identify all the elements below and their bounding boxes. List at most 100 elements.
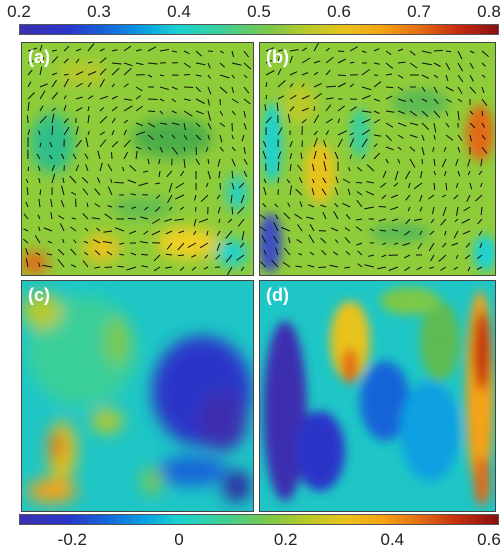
velocity-vector [260, 214, 267, 220]
velocity-vector [226, 266, 233, 275]
velocity-vector [361, 118, 371, 124]
velocity-vector [147, 134, 155, 140]
velocity-vector [99, 116, 108, 124]
velocity-vector [121, 166, 125, 172]
velocity-vector [183, 134, 188, 140]
panel-b-field [260, 43, 495, 275]
velocity-vector [325, 47, 330, 52]
velocity-vector [307, 264, 315, 268]
velocity-vector [58, 215, 65, 220]
velocity-vector [129, 165, 137, 172]
velocity-vector [433, 170, 436, 176]
velocity-vector [219, 86, 228, 94]
velocity-vector [94, 266, 101, 269]
velocity-vector [171, 122, 180, 126]
velocity-vector [313, 137, 318, 148]
velocity-vector [289, 49, 299, 52]
velocity-vector [404, 170, 411, 180]
velocity-vector [385, 146, 394, 151]
velocity-vector [151, 230, 161, 236]
velocity-vector [102, 241, 113, 244]
velocity-vector [430, 254, 435, 262]
velocity-vector [409, 110, 418, 117]
velocity-vector [380, 182, 387, 188]
velocity-vector [191, 254, 197, 258]
velocity-vector [421, 158, 423, 165]
velocity-vector [200, 194, 209, 203]
velocity-vector [475, 194, 483, 202]
velocity-vector [349, 154, 352, 160]
velocity-vector [158, 158, 161, 165]
velocity-vector [457, 146, 461, 153]
panel-a: (a) [21, 42, 254, 276]
velocity-vector [63, 118, 69, 124]
velocity-vector [219, 74, 230, 79]
velocity-vector [38, 177, 41, 184]
velocity-vector [453, 194, 459, 200]
velocity-vector [99, 78, 105, 88]
velocity-vector [379, 229, 387, 232]
velocity-vector [243, 74, 248, 79]
velocity-vector [194, 194, 197, 201]
velocity-vector [94, 250, 101, 256]
velocity-vector [22, 238, 29, 244]
velocity-vector [82, 188, 89, 196]
velocity-vector [87, 82, 92, 88]
velocity-vector [183, 110, 193, 117]
velocity-vector [298, 176, 303, 184]
bottom-colorbar [19, 514, 499, 525]
velocity-vector [301, 72, 309, 76]
velocity-vector [433, 49, 443, 52]
velocity-vector [218, 170, 221, 179]
panel-d-field [260, 281, 495, 511]
velocity-vector [147, 146, 152, 151]
panel-a-field [22, 43, 253, 275]
velocity-vector [159, 86, 169, 90]
velocity-vector [289, 106, 295, 112]
velocity-vector [63, 78, 70, 88]
velocity-vector [187, 242, 197, 249]
velocity-vector [451, 242, 459, 246]
velocity-vector [404, 266, 411, 272]
panel-c: (c) [21, 280, 254, 512]
velocity-vector [477, 254, 483, 259]
velocity-vector [313, 130, 318, 136]
velocity-vector [238, 182, 245, 189]
velocity-vector [277, 68, 282, 76]
velocity-vector [27, 115, 29, 124]
velocity-vector [159, 110, 164, 115]
velocity-vector [409, 122, 419, 126]
velocity-vector [135, 95, 141, 100]
velocity-vector [444, 230, 447, 236]
velocity-vector [153, 254, 161, 262]
velocity-vector [147, 110, 156, 113]
velocity-vector [368, 254, 375, 257]
velocity-vector [63, 45, 70, 52]
velocity-vector [334, 239, 339, 244]
velocity-vector [440, 218, 447, 226]
velocity-vector [385, 158, 389, 164]
velocity-vector [231, 110, 236, 116]
velocity-vector [405, 194, 411, 201]
velocity-vector [96, 177, 101, 184]
velocity-vector [276, 102, 279, 112]
velocity-vector [355, 226, 363, 232]
velocity-vector [301, 47, 308, 52]
velocity-vector [171, 110, 177, 114]
velocity-vector [373, 110, 380, 114]
velocity-vector [308, 234, 315, 244]
velocity-vector [397, 48, 404, 52]
velocity-vector [27, 60, 34, 64]
velocity-vector [444, 170, 447, 177]
velocity-vector [139, 241, 149, 244]
velocity-vector [325, 104, 332, 112]
velocity-vector [183, 50, 190, 55]
velocity-vector [164, 218, 173, 222]
velocity-vector [70, 248, 77, 256]
velocity-vector [433, 74, 439, 79]
velocity-vector [195, 98, 205, 104]
velocity-vector [75, 126, 79, 136]
velocity-vector [183, 98, 191, 101]
velocity-vector [287, 202, 291, 208]
velocity-vector [265, 94, 268, 100]
